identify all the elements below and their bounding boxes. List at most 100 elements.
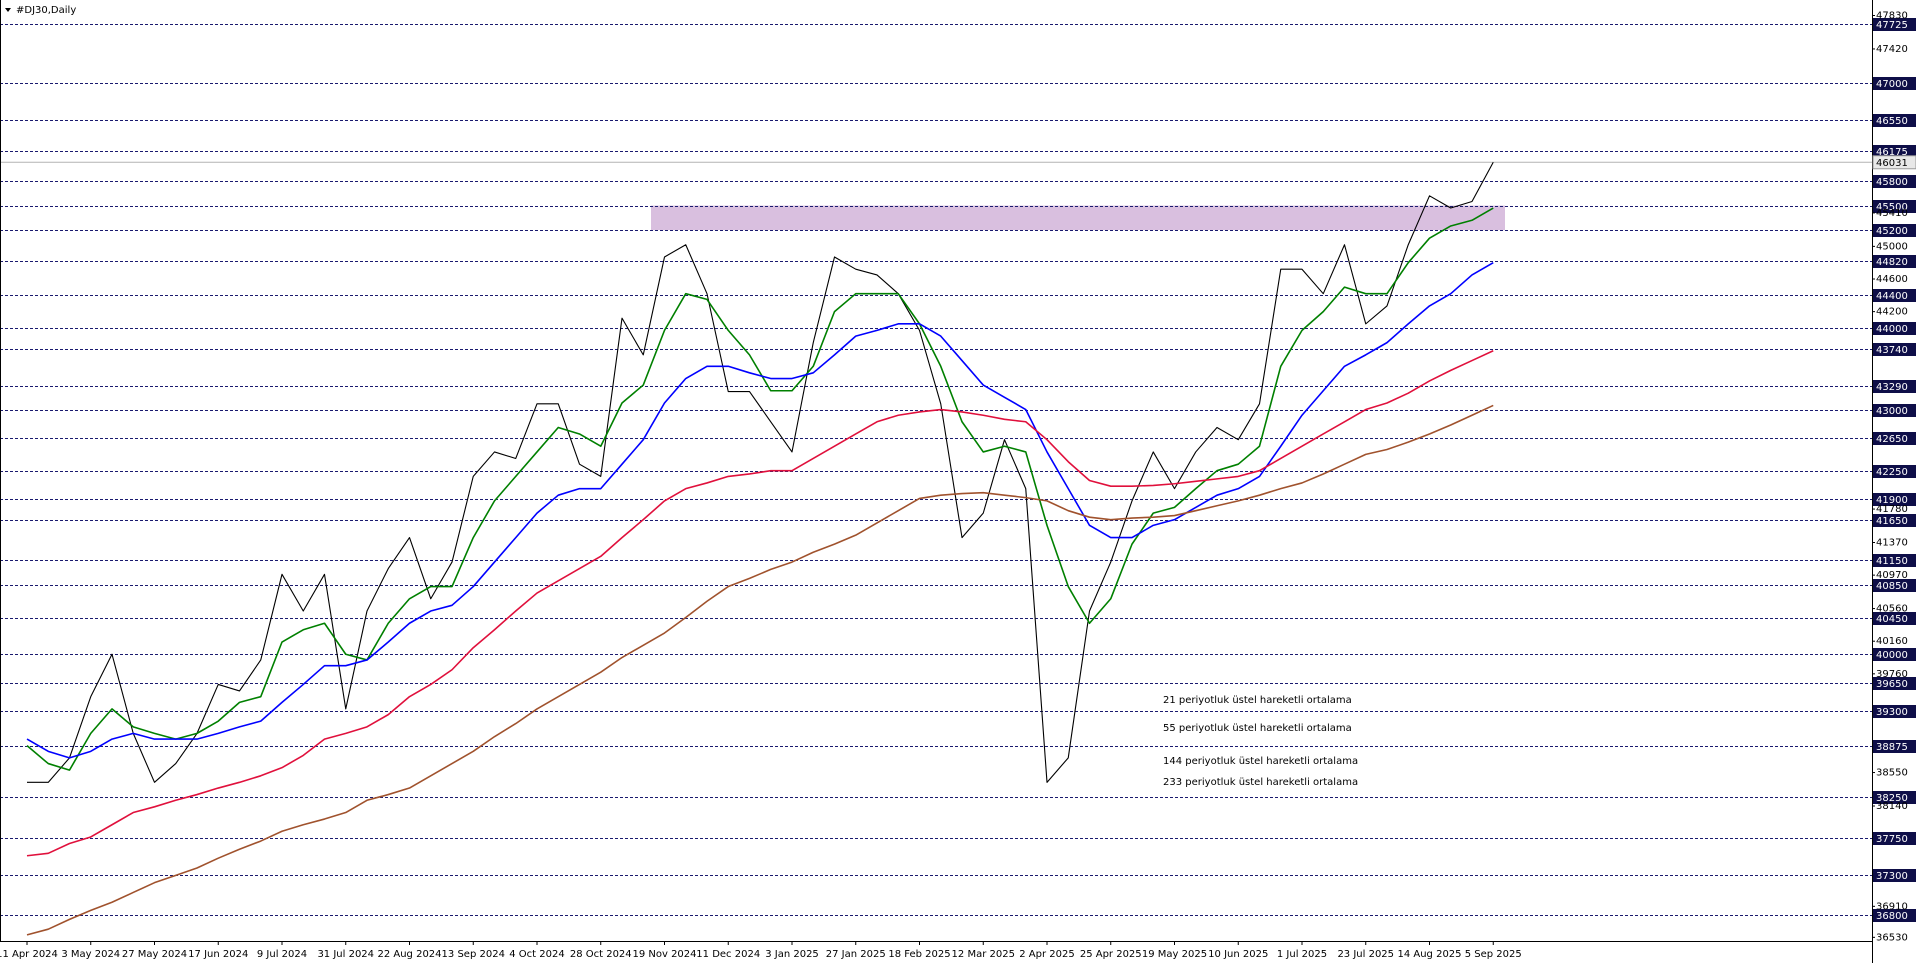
y-tick-label: 39760 <box>1876 669 1908 680</box>
level-label: 40850 <box>1876 581 1908 592</box>
x-tick-label: 23 Jul 2025 <box>1337 949 1394 960</box>
x-tick-label: 19 May 2025 <box>1142 949 1207 960</box>
legend-entry: 21 periyotluk üstel hareketli ortalama <box>1163 695 1352 706</box>
y-tick-label: 40560 <box>1876 604 1908 615</box>
y-tick-label: 47420 <box>1876 44 1908 55</box>
y-tick-label: 44600 <box>1876 274 1908 285</box>
y-tick-label: 47830 <box>1876 10 1908 21</box>
title-arrow[interactable] <box>5 8 11 12</box>
y-tick-label: 41780 <box>1876 504 1908 515</box>
y-tick-label: 38550 <box>1876 768 1908 779</box>
level-label-box <box>1873 705 1916 718</box>
level-label: 41900 <box>1876 495 1908 506</box>
level-label-box <box>1873 255 1916 268</box>
x-tick-label: 12 Mar 2025 <box>952 949 1015 960</box>
level-label-box <box>1873 224 1916 237</box>
ema-line <box>26 207 1494 771</box>
legend-entry: 233 periyotluk üstel hareketli ortalama <box>1163 777 1358 788</box>
x-tick-label: 17 Jun 2024 <box>188 949 248 960</box>
level-label: 38250 <box>1876 793 1908 804</box>
y-tick-label: 40160 <box>1876 636 1908 647</box>
x-tick-label: 25 Apr 2025 <box>1080 949 1142 960</box>
chart-title: #DJ30,Daily <box>16 5 76 16</box>
level-label: 45500 <box>1876 202 1908 213</box>
level-label-box <box>1873 493 1916 506</box>
level-label-box <box>1873 465 1916 478</box>
level-label: 39650 <box>1876 679 1908 690</box>
level-label-box <box>1873 648 1916 661</box>
level-label-box <box>1873 343 1916 356</box>
level-label-box <box>1873 175 1916 188</box>
level-label: 43740 <box>1876 345 1908 356</box>
ema-line <box>26 261 1494 759</box>
y-tick-label: 45410 <box>1876 208 1908 219</box>
level-label: 36800 <box>1876 911 1908 922</box>
level-label: 43000 <box>1876 406 1908 417</box>
level-label-box <box>1873 432 1916 445</box>
level-label: 46175 <box>1876 147 1908 158</box>
x-tick-label: 19 Nov 2024 <box>632 949 696 960</box>
x-tick-label: 9 Jul 2024 <box>257 949 307 960</box>
x-tick-label: 1 Jul 2025 <box>1277 949 1327 960</box>
x-tick-label: 28 Oct 2024 <box>570 949 632 960</box>
level-label: 44820 <box>1876 257 1908 268</box>
x-tick-label: 3 May 2024 <box>61 949 120 960</box>
level-label: 40450 <box>1876 614 1908 625</box>
level-label: 43290 <box>1876 382 1908 393</box>
level-label: 45200 <box>1876 226 1908 237</box>
level-label-box <box>1873 404 1916 417</box>
x-tick-label: 2 Apr 2025 <box>1019 949 1074 960</box>
level-label-box <box>1873 740 1916 753</box>
x-tick-label: 11 Apr 2024 <box>0 949 58 960</box>
x-tick-label: 27 Jan 2025 <box>826 949 886 960</box>
x-tick-label: 22 Aug 2024 <box>377 949 441 960</box>
level-label: 47725 <box>1876 20 1908 31</box>
level-label-box <box>1873 114 1916 127</box>
x-tick-label: 10 Jun 2025 <box>1208 949 1268 960</box>
level-label-box <box>1873 791 1916 804</box>
x-tick-label: 18 Feb 2025 <box>888 949 950 960</box>
y-tick-label: 45000 <box>1876 241 1908 252</box>
ema-line <box>26 404 1494 936</box>
y-tick-label: 44200 <box>1876 307 1908 318</box>
level-label-box <box>1873 612 1916 625</box>
y-tick-label: 36910 <box>1876 901 1908 912</box>
price-line <box>27 161 1494 783</box>
plot-layer <box>0 24 1872 936</box>
level-label: 41650 <box>1876 516 1908 527</box>
level-label: 38875 <box>1876 742 1908 753</box>
level-label: 40000 <box>1876 650 1908 661</box>
level-label: 41150 <box>1876 556 1908 567</box>
resistance-zone <box>651 205 1505 231</box>
x-tick-label: 13 Sep 2024 <box>442 949 505 960</box>
level-label: 37750 <box>1876 834 1908 845</box>
level-label: 45800 <box>1876 177 1908 188</box>
level-label: 44400 <box>1876 291 1908 302</box>
x-tick-label: 5 Sep 2025 <box>1465 949 1522 960</box>
level-label-box <box>1873 77 1916 90</box>
level-label: 42250 <box>1876 467 1908 478</box>
level-label-box <box>1873 832 1916 845</box>
last-price-label: 46031 <box>1876 158 1908 169</box>
level-label-box <box>1873 145 1916 158</box>
level-label-box <box>1873 579 1916 592</box>
y-tick-label: 38140 <box>1876 801 1908 812</box>
level-label: 47000 <box>1876 79 1908 90</box>
y-tick-label: 36530 <box>1876 932 1908 943</box>
level-label-box <box>1873 322 1916 335</box>
x-tick-label: 27 May 2024 <box>122 949 187 960</box>
level-label: 42650 <box>1876 434 1908 445</box>
y-tick-label: 40970 <box>1876 570 1908 581</box>
level-label-box <box>1873 554 1916 567</box>
level-label: 37300 <box>1876 871 1908 882</box>
level-label: 46550 <box>1876 116 1908 127</box>
x-tick-label: 31 Jul 2024 <box>317 949 374 960</box>
level-label-box <box>1873 289 1916 302</box>
level-label-box <box>1873 909 1916 922</box>
level-label-box <box>1873 200 1916 213</box>
x-tick-label: 4 Oct 2024 <box>509 949 564 960</box>
level-label: 44000 <box>1876 324 1908 335</box>
